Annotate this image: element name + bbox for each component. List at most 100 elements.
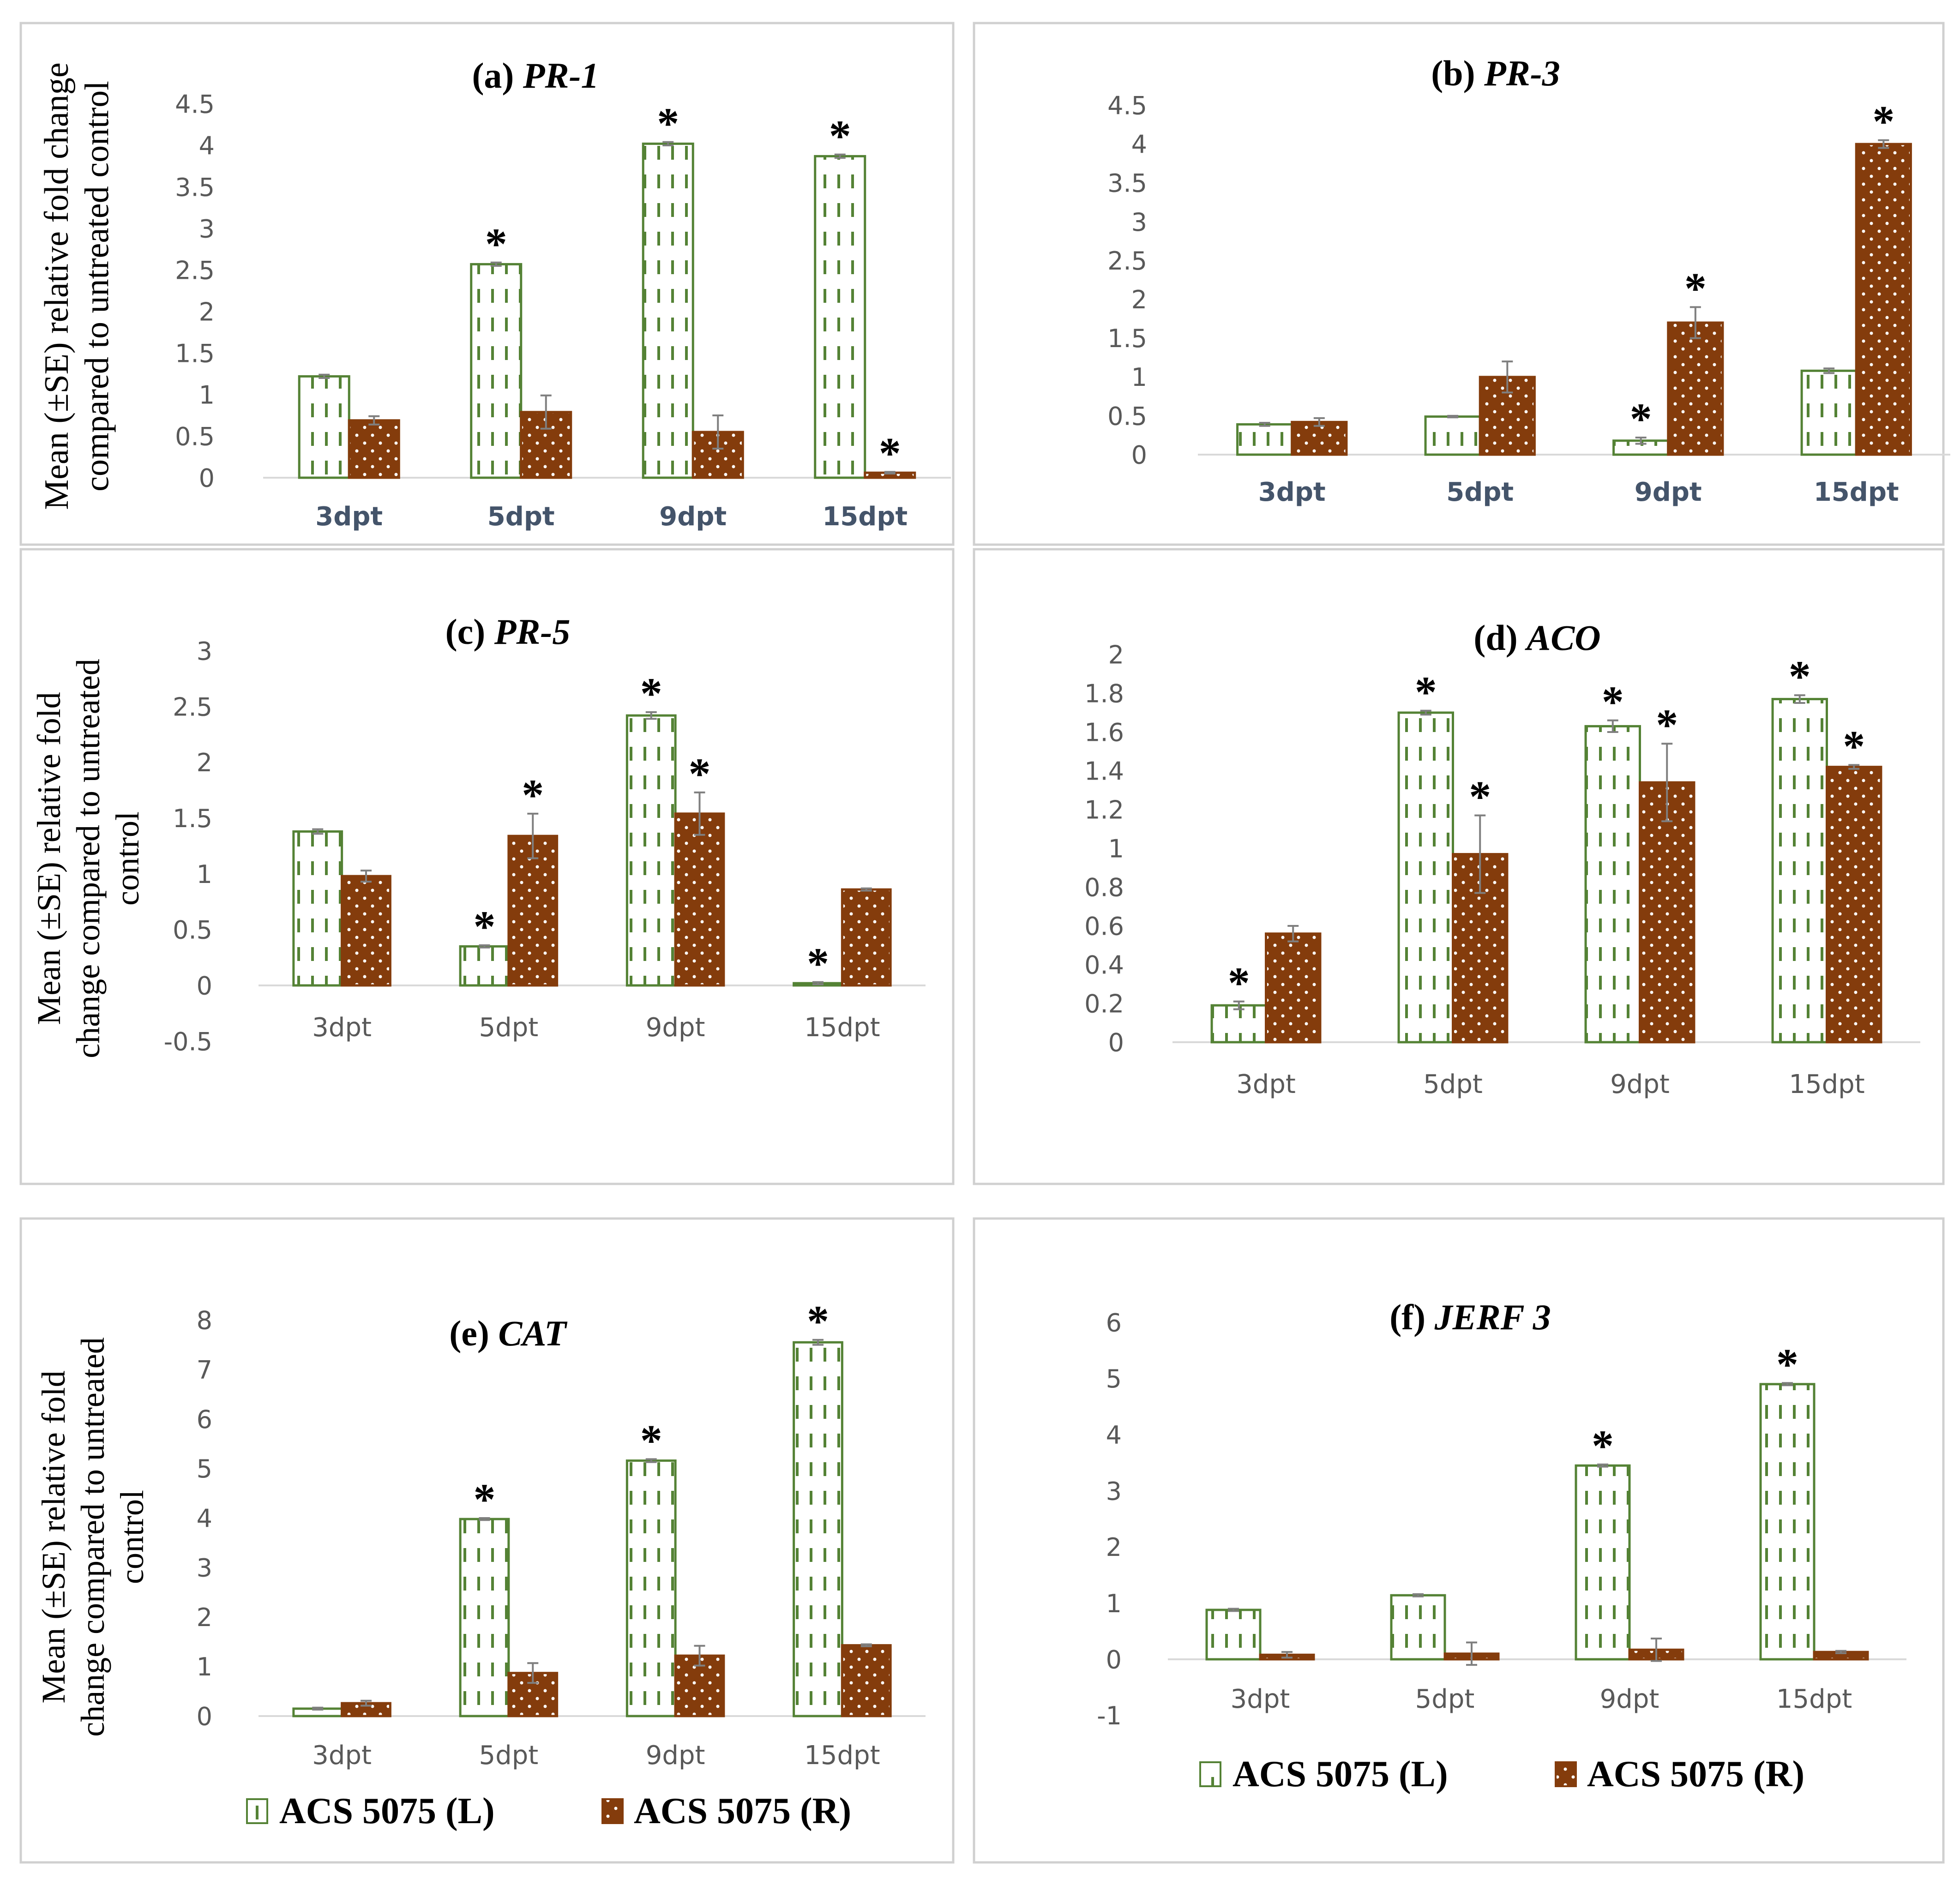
y-tick-label: 7 <box>197 1356 212 1385</box>
bar-R-3dpt <box>348 419 400 479</box>
chart-title: (a) PR-1 <box>472 55 599 96</box>
y-tick-label: 3 <box>1106 1477 1122 1506</box>
x-tick-label: 15dpt <box>804 1013 880 1043</box>
x-tick-label: 9dpt <box>646 1013 705 1043</box>
bar-R-15dpt <box>841 1644 892 1717</box>
bar-L-15dpt <box>1771 698 1828 1044</box>
y-tick-label: 0 <box>1106 1645 1122 1674</box>
y-axis-label-line: Mean (±SE) relative fold <box>35 1370 72 1703</box>
chart-title-gene: PR-3 <box>1484 53 1560 93</box>
y-tick-label: 2 <box>1108 640 1124 669</box>
legend-label-R: ACS 5075 (R) <box>1587 1754 1804 1795</box>
bar-L-9dpt <box>625 1459 677 1717</box>
x-tick-label: 15dpt <box>1789 1069 1864 1099</box>
chart-panel-e: (e) CAT 0 1 2 3 4 5 6 7 8 3dpt * 5dpt * 9dpt * 15dpt Mean… <box>19 1217 955 1864</box>
significance-asterisk: * <box>829 111 851 161</box>
bar-L-3dpt <box>1236 423 1293 456</box>
y-tick-label: 0.4 <box>1084 950 1124 979</box>
y-tick-label: 0.8 <box>1084 873 1124 902</box>
y-tick-label: 1.8 <box>1084 679 1124 708</box>
bar-L-15dpt <box>1800 369 1858 456</box>
significance-asterisk: * <box>473 1475 495 1524</box>
x-tick-label: 5dpt <box>487 502 555 532</box>
bar-L-9dpt <box>1575 1464 1631 1661</box>
x-tick-label: 5dpt <box>1446 477 1514 507</box>
bar-R-9dpt <box>1667 321 1724 456</box>
panel-frame <box>19 22 955 546</box>
y-axis-label-line: Mean (±SE) relative fold change <box>38 62 76 510</box>
legend-swatch-L <box>246 1798 268 1824</box>
significance-asterisk: * <box>1469 772 1491 822</box>
y-tick-label: 0.5 <box>173 916 212 945</box>
chart-title-gene: ACO <box>1524 618 1600 658</box>
bar-R-3dpt <box>1265 932 1322 1044</box>
x-tick-label: 9dpt <box>646 1741 705 1771</box>
y-tick-label: 1.6 <box>1084 718 1124 747</box>
bar-R-15dpt <box>1826 766 1882 1044</box>
bar-R-15dpt <box>1855 143 1912 456</box>
y-tick-label: 0.5 <box>1107 402 1147 431</box>
bar-L-5dpt <box>1397 711 1455 1044</box>
y-tick-label: 4 <box>197 1504 212 1533</box>
y-axis-label-line: control <box>109 811 146 906</box>
x-tick-label: 5dpt <box>479 1741 539 1771</box>
chart-title: (e) CAT <box>449 1313 568 1353</box>
y-tick-label: 1.5 <box>175 339 215 368</box>
x-tick-label: 15dpt <box>822 502 908 532</box>
y-tick-label: 1.5 <box>1107 324 1147 353</box>
y-tick-label: 5 <box>197 1454 212 1483</box>
y-tick-label: 0 <box>1108 1028 1124 1057</box>
bar-L-5dpt <box>1424 415 1481 456</box>
y-tick-label: 4 <box>1106 1421 1122 1450</box>
y-tick-label: -1 <box>1097 1701 1122 1730</box>
panel-frame <box>19 548 955 1185</box>
y-axis-label-line: control <box>114 1490 150 1584</box>
x-tick-label: 3dpt <box>312 1013 372 1043</box>
bar-L-5dpt <box>470 263 523 479</box>
chart-title-prefix: (d) <box>1473 618 1527 658</box>
y-tick-label: 1 <box>1106 1589 1122 1618</box>
significance-asterisk: * <box>1776 1339 1798 1389</box>
y-tick-label: 4.5 <box>1107 91 1147 120</box>
x-tick-label: 3dpt <box>312 1741 372 1771</box>
y-tick-label: 6 <box>1106 1308 1122 1337</box>
y-tick-label: 1 <box>1131 363 1147 392</box>
y-tick-label: 2.5 <box>1107 246 1147 276</box>
x-tick-label: 5dpt <box>1415 1684 1475 1714</box>
significance-asterisk: * <box>1684 264 1707 313</box>
y-axis-label-line: Mean (±SE) relative fold <box>30 692 67 1025</box>
bar-L-5dpt <box>459 1518 510 1717</box>
y-tick-label: 3.5 <box>1107 169 1147 198</box>
y-tick-label: 2.5 <box>173 692 212 721</box>
significance-asterisk: * <box>1656 700 1678 750</box>
legend-label-L: ACS 5075 (L) <box>279 1791 495 1831</box>
y-tick-label: 3 <box>197 636 212 666</box>
significance-asterisk: * <box>807 1297 829 1346</box>
bar-L-5dpt <box>459 945 510 987</box>
y-axis-label-line: compared to untreated control <box>78 81 116 492</box>
legend-swatch-R <box>1555 1761 1577 1787</box>
chart-title-gene: PR-1 <box>523 55 599 96</box>
significance-asterisk: * <box>640 669 662 718</box>
chart-panel-a: (a) PR-1 0 0.5 1 1.5 2 2.5 3 3.5 4 4.5 3dpt * 5dpt * 9d… <box>19 22 955 546</box>
y-tick-label: 0.5 <box>175 422 215 451</box>
bar-L-5dpt <box>1390 1594 1446 1661</box>
x-tick-label: 9dpt <box>1610 1069 1670 1099</box>
significance-asterisk: * <box>807 939 829 988</box>
y-tick-label: -0.5 <box>164 1027 212 1056</box>
y-tick-label: 4 <box>1131 130 1147 159</box>
x-tick-label: 15dpt <box>1814 477 1899 507</box>
significance-asterisk: * <box>640 1416 662 1465</box>
x-tick-label: 9dpt <box>1600 1684 1659 1714</box>
bar-L-9dpt <box>1584 725 1641 1044</box>
chart-title-prefix: (f) <box>1389 1297 1434 1337</box>
y-axis-label: Mean (±SE) relative fold changecompared … <box>38 62 116 510</box>
legend-swatch-L <box>1199 1761 1221 1787</box>
significance-asterisk: * <box>1228 958 1250 1008</box>
chart-title: (f) JERF 3 <box>1389 1297 1551 1337</box>
legend-bottom-left: ACS 5075 (L) ACS 5075 (R) <box>246 1791 851 1831</box>
y-tick-label: 0 <box>199 463 215 492</box>
chart-title: (d) ACO <box>1473 618 1600 658</box>
bar-R-15dpt <box>841 888 892 987</box>
